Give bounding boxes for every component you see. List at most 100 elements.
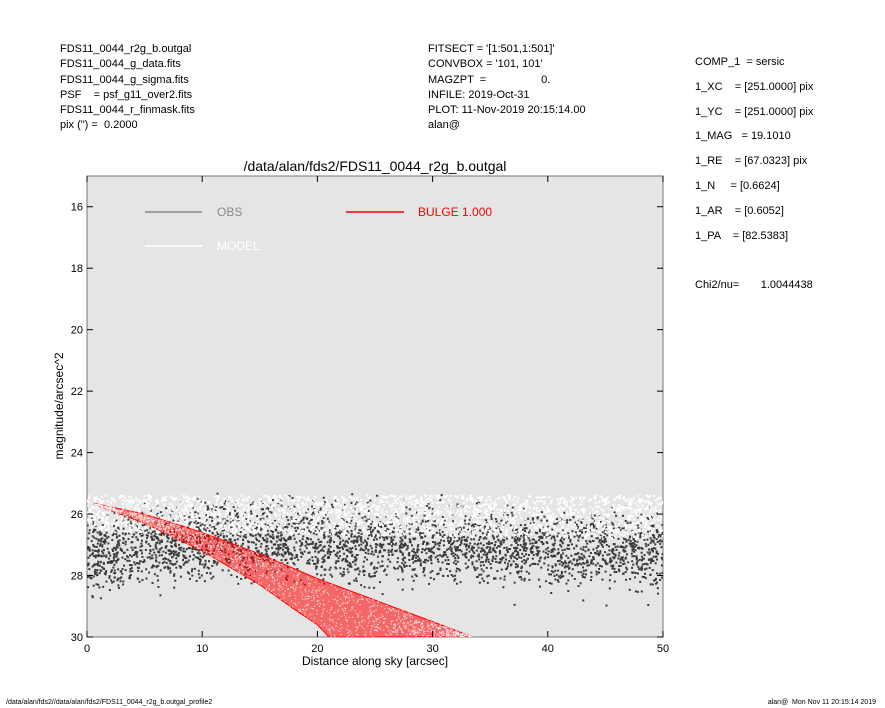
obs-point <box>111 548 114 551</box>
obs-point <box>381 555 384 558</box>
obs-point <box>539 556 542 559</box>
obs-point <box>360 536 363 539</box>
obs-point <box>329 545 332 548</box>
model-point <box>558 522 561 525</box>
obs-point <box>348 582 351 585</box>
model-point <box>489 521 492 524</box>
model-point <box>617 519 620 522</box>
obs-point <box>319 509 322 512</box>
obs-point <box>239 531 242 534</box>
model-point <box>380 523 383 526</box>
obs-point <box>300 542 303 545</box>
obs-point <box>333 540 336 543</box>
obs-point <box>527 553 530 556</box>
obs-point <box>482 570 485 573</box>
model-point <box>313 505 316 508</box>
obs-point <box>283 525 286 528</box>
obs-point <box>516 564 519 567</box>
model-point <box>93 506 96 509</box>
obs-point <box>93 563 96 566</box>
model-point <box>633 526 636 529</box>
obs-point <box>135 531 138 534</box>
model-point <box>250 531 253 534</box>
obs-point <box>513 537 516 540</box>
obs-point <box>118 539 121 542</box>
model-point <box>579 503 582 506</box>
model-point <box>603 503 606 506</box>
obs-point <box>267 533 270 536</box>
obs-point <box>492 537 495 540</box>
model-point <box>138 527 141 530</box>
model-point <box>177 506 180 509</box>
model-point <box>199 506 202 509</box>
obs-point <box>170 541 173 544</box>
model-point <box>430 530 433 533</box>
model-point <box>138 522 141 525</box>
obs-point <box>416 548 419 551</box>
obs-point <box>453 540 456 543</box>
obs-point <box>261 537 264 540</box>
model-point <box>290 506 293 509</box>
obs-point <box>516 538 519 541</box>
model-point <box>182 494 185 497</box>
model-point <box>160 499 163 502</box>
obs-point <box>90 577 93 580</box>
obs-point <box>655 538 658 541</box>
obs-point <box>517 572 520 575</box>
obs-point <box>420 533 423 536</box>
model-point <box>406 530 409 533</box>
model-point <box>580 508 583 511</box>
obs-point <box>98 530 101 533</box>
obs-point <box>456 540 459 543</box>
obs-point <box>282 537 285 540</box>
model-point <box>264 528 267 531</box>
obs-point <box>606 534 609 537</box>
obs-point <box>640 567 643 570</box>
model-point <box>618 509 621 512</box>
obs-point <box>553 535 556 538</box>
obs-point <box>574 564 577 567</box>
obs-point <box>451 533 454 536</box>
model-point <box>246 508 249 511</box>
obs-point <box>114 529 117 532</box>
obs-point <box>131 527 134 530</box>
obs-point <box>306 526 309 529</box>
obs-point <box>97 583 100 586</box>
model-point <box>617 494 620 497</box>
obs-point <box>173 563 176 566</box>
obs-point <box>577 536 580 539</box>
model-point <box>377 509 380 512</box>
obs-point <box>190 570 193 573</box>
obs-point <box>274 519 277 522</box>
model-point <box>561 516 564 519</box>
obs-point <box>116 579 119 582</box>
obs-point <box>527 531 530 534</box>
obs-point <box>582 561 585 564</box>
obs-point <box>468 544 471 547</box>
obs-point <box>534 563 537 566</box>
obs-point <box>577 571 580 574</box>
obs-point <box>210 577 213 580</box>
model-point <box>195 499 198 502</box>
model-point <box>628 502 631 505</box>
obs-point <box>184 556 187 559</box>
obs-point <box>270 511 273 514</box>
obs-point <box>485 533 488 536</box>
obs-point <box>234 514 237 517</box>
obs-point <box>195 580 198 583</box>
model-point <box>389 517 392 520</box>
obs-point <box>471 545 474 548</box>
model-point <box>643 526 646 529</box>
model-point <box>533 507 536 510</box>
obs-point <box>377 523 380 526</box>
obs-point <box>572 516 575 519</box>
obs-point <box>87 562 90 565</box>
obs-point <box>433 520 436 523</box>
obs-point <box>179 566 182 569</box>
obs-point <box>537 546 540 549</box>
obs-point <box>516 537 519 540</box>
obs-point <box>321 522 324 525</box>
model-point <box>470 514 473 517</box>
model-point <box>648 516 651 519</box>
model-point <box>242 533 245 536</box>
